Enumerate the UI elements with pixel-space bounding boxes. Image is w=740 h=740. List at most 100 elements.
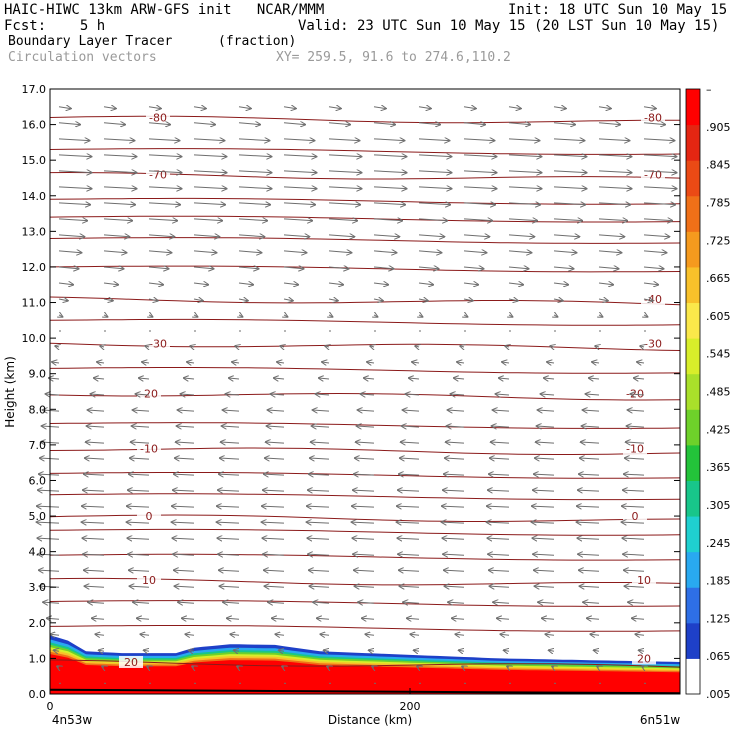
colorbar-tick-label: .485: [706, 386, 731, 399]
wind-vector: [372, 666, 374, 667]
wind-vector: [415, 346, 419, 347]
wind-vector: [58, 187, 91, 189]
wind-vector: [193, 267, 213, 269]
wind-vector: [43, 602, 60, 603]
contour-label: -10: [626, 442, 644, 455]
colorbar-segment: [686, 124, 700, 161]
contour-label-bg: [137, 442, 161, 455]
wind-vector: [643, 171, 676, 173]
temperature-contour: [49, 237, 681, 244]
wind-vector: [173, 490, 195, 491]
wind-vector: [145, 346, 149, 347]
wind-vector: [643, 235, 669, 237]
wind-vector: [418, 203, 450, 205]
wind-vector: [308, 490, 330, 491]
contour-label: 10: [142, 574, 156, 587]
wind-vector: [599, 315, 602, 317]
wind-vector: [283, 219, 312, 221]
colorbar-tick-label: .065: [706, 650, 731, 663]
wind-vector: [442, 522, 465, 523]
wind-vector: [148, 283, 163, 285]
wind-vector: [263, 554, 285, 555]
wind-vector: [502, 362, 510, 363]
wind-vector: [148, 251, 171, 253]
wind-vector: [223, 410, 240, 411]
wind-vector: [194, 315, 197, 317]
wind-vector: [103, 171, 136, 173]
wind-vector: [508, 283, 523, 285]
wind-vector: [47, 618, 60, 619]
wind-vector: [373, 155, 406, 157]
wind-vector: [218, 554, 240, 555]
wind-vector: [487, 506, 510, 507]
wind-vector: [85, 458, 105, 459]
y-tick-label: 10.0: [22, 332, 47, 345]
wind-vector: [84, 474, 105, 475]
wind-vector: [643, 107, 656, 109]
wind-vector: [193, 123, 215, 125]
wind-vector: [144, 650, 149, 651]
wind-vector: [508, 171, 541, 173]
wind-vector: [577, 538, 600, 539]
wind-vector: [418, 251, 441, 253]
wind-vector: [317, 618, 330, 619]
wind-vector: [283, 123, 305, 125]
wind-vector: [57, 666, 59, 667]
temperature-contour: [49, 215, 681, 223]
wind-vector: [444, 570, 465, 571]
wind-vector: [553, 155, 586, 157]
temperature-contour: [49, 367, 681, 374]
wind-vector: [58, 123, 80, 125]
contour-label: 20: [124, 656, 138, 669]
wind-vector: [127, 538, 150, 539]
wind-vector: [275, 634, 285, 635]
wind-vector: [639, 650, 644, 651]
wind-vector: [307, 538, 330, 539]
wind-vector: [509, 315, 512, 317]
wind-vector: [137, 618, 150, 619]
wind-vector: [553, 283, 568, 285]
wind-vector: [283, 251, 306, 253]
wind-vector: [283, 187, 316, 189]
wind-vector: [148, 299, 158, 301]
plot-frame: [49, 88, 681, 695]
wind-vector: [50, 634, 60, 635]
wind-vector: [463, 155, 496, 157]
wind-vector: [238, 267, 258, 269]
wind-vector: [313, 602, 330, 603]
wind-vector: [283, 235, 309, 237]
wind-vector: [460, 346, 464, 347]
wind-vector: [454, 378, 465, 379]
colorbar-tick-label: .125: [706, 612, 731, 625]
wind-vector: [142, 362, 150, 363]
wind-vector: [598, 251, 621, 253]
wind-vector: [419, 315, 422, 317]
wind-vector: [353, 554, 375, 555]
wind-vector: [193, 299, 203, 301]
wind-vector: [598, 155, 631, 157]
wind-vector: [82, 522, 105, 523]
wind-vector: [131, 442, 150, 443]
wind-vector: [128, 490, 150, 491]
wind-vector: [418, 139, 449, 141]
temperature-contour: [49, 115, 680, 124]
wind-vector: [374, 315, 377, 317]
wind-vector: [598, 235, 624, 237]
temperature-contour: [49, 493, 681, 501]
wind-vector: [193, 283, 208, 285]
wind-vector: [463, 267, 483, 269]
wind-vector: [128, 554, 150, 555]
temperature-contour: [49, 197, 681, 205]
wind-vector: [545, 634, 555, 635]
wind-vector: [176, 442, 195, 443]
wind-vector: [310, 586, 330, 587]
wind-vector: [598, 299, 608, 301]
contour-label: -70: [644, 168, 662, 181]
y-tick-label: 15.0: [22, 154, 47, 167]
x-tick-label: 200: [400, 700, 421, 713]
wind-vector: [283, 107, 296, 109]
wind-vector: [628, 602, 645, 603]
wind-vector: [46, 394, 60, 395]
wind-vector: [443, 554, 465, 555]
